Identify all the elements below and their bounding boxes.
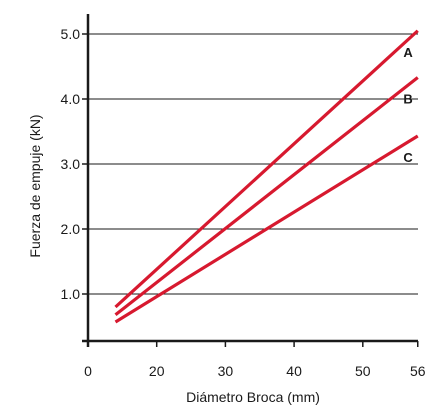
series-label-A: A — [403, 45, 413, 60]
x-tick-label-4: 50 — [355, 363, 371, 379]
x-tick-label-2: 30 — [218, 363, 234, 379]
series-label-C: C — [403, 150, 413, 165]
x-tick-label-1: 20 — [149, 363, 165, 379]
axes — [82, 14, 418, 347]
axis-ticks: 1.0 2.0 3.0 4.0 5.0 0 20 30 40 50 56 — [61, 26, 426, 379]
x-tick-label-5: 56 — [410, 363, 426, 379]
gridlines — [88, 33, 418, 295]
series-line-C — [114, 134, 419, 324]
y-tick-label-3: 4.0 — [61, 91, 81, 107]
x-tick-label-0: 0 — [84, 363, 92, 379]
x-axis-title: Diámetro Broca (mm) — [186, 389, 320, 405]
x-tick-label-3: 40 — [286, 363, 302, 379]
series-lines — [114, 29, 419, 324]
series-line-B — [114, 76, 419, 317]
y-tick-label-0: 1.0 — [61, 286, 81, 302]
y-tick-label-2: 3.0 — [61, 156, 81, 172]
y-tick-label-1: 2.0 — [61, 221, 81, 237]
y-tick-label-4: 5.0 — [61, 26, 81, 42]
y-axis-title: Fuerza de empuje (kN) — [27, 114, 43, 257]
series-labels: A B C — [403, 45, 413, 165]
series-label-B: B — [403, 92, 412, 107]
series-line-A — [114, 29, 419, 309]
